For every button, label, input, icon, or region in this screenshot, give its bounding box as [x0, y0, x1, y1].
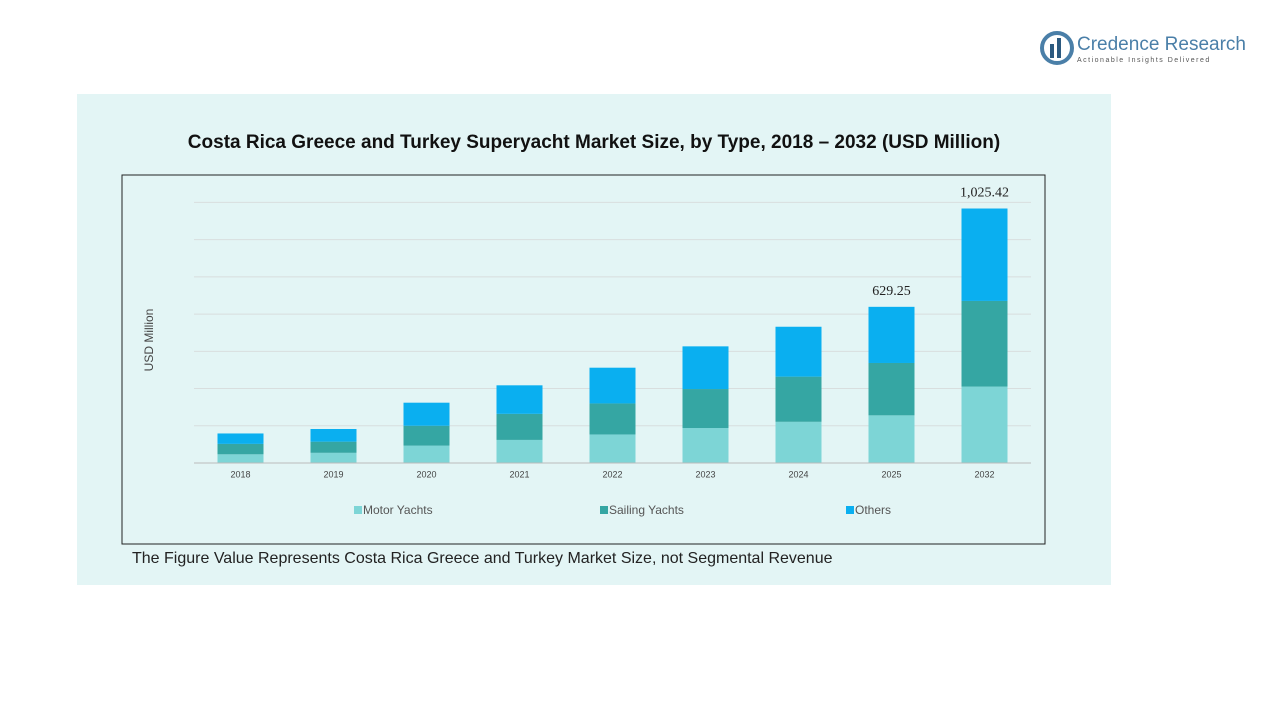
legend-label: Others: [855, 503, 891, 517]
bar-segment: [589, 403, 636, 435]
bar-segment: [310, 441, 357, 453]
x-tick-label: 2032: [974, 469, 994, 479]
legend-swatch: [600, 506, 608, 514]
bar-segment: [496, 439, 543, 463]
legend-swatch: [846, 506, 854, 514]
logo-icon: [1040, 31, 1074, 65]
note: The Figure Value Represents Costa Rica G…: [132, 550, 833, 567]
legend-label: Sailing Yachts: [609, 503, 684, 517]
bar-segment: [961, 386, 1008, 463]
bar-segment: [310, 452, 357, 463]
bar-segment: [682, 346, 729, 390]
logo-icon: [1050, 44, 1054, 58]
logo-tagline: Actionable Insights Delivered: [1077, 57, 1211, 64]
bar-segment: [217, 454, 264, 463]
legend-swatch: [354, 506, 362, 514]
bar-segment: [868, 415, 915, 463]
x-tick-label: 2024: [788, 469, 808, 479]
bar-segment: [775, 326, 822, 377]
x-tick-label: 2020: [416, 469, 436, 479]
bar-segment: [589, 367, 636, 404]
bar-segment: [775, 421, 822, 463]
y-axis-label: USD Million: [142, 309, 156, 372]
legend-label: Motor Yachts: [363, 503, 433, 517]
bar-segment: [961, 208, 1008, 301]
bar-segment: [868, 306, 915, 363]
bar-segment: [961, 300, 1008, 387]
total-label: 1,025.42: [960, 186, 1009, 201]
panel: [77, 94, 1111, 585]
bar-segment: [310, 428, 357, 442]
bar-segment: [775, 376, 822, 422]
logo-name: Credence Research: [1077, 34, 1246, 55]
logo: Credence Research Actionable Insights De…: [1040, 31, 1246, 65]
bar-segment: [403, 402, 450, 426]
bar-segment: [496, 385, 543, 414]
bar-segment: [403, 425, 450, 446]
x-tick-label: 2022: [602, 469, 622, 479]
chart-title: Costa Rica Greece and Turkey Superyacht …: [188, 132, 1000, 153]
bar-segment: [682, 428, 729, 463]
plot-frame: [121, 174, 1046, 545]
x-tick-label: 2018: [230, 469, 250, 479]
bar-segment: [217, 433, 264, 444]
bar-segment: [217, 443, 264, 455]
x-tick-label: 2019: [323, 469, 343, 479]
bar-segment: [868, 362, 915, 416]
total-label: 629.25: [872, 284, 911, 299]
bar-segment: [682, 389, 729, 429]
x-tick-label: 2021: [509, 469, 529, 479]
x-tick-label: 2023: [695, 469, 715, 479]
logo-icon: [1057, 38, 1061, 58]
x-tick-label: 2025: [881, 469, 901, 479]
bar-segment: [403, 445, 450, 463]
bar-segment: [589, 434, 636, 463]
bar-segment: [496, 413, 543, 440]
